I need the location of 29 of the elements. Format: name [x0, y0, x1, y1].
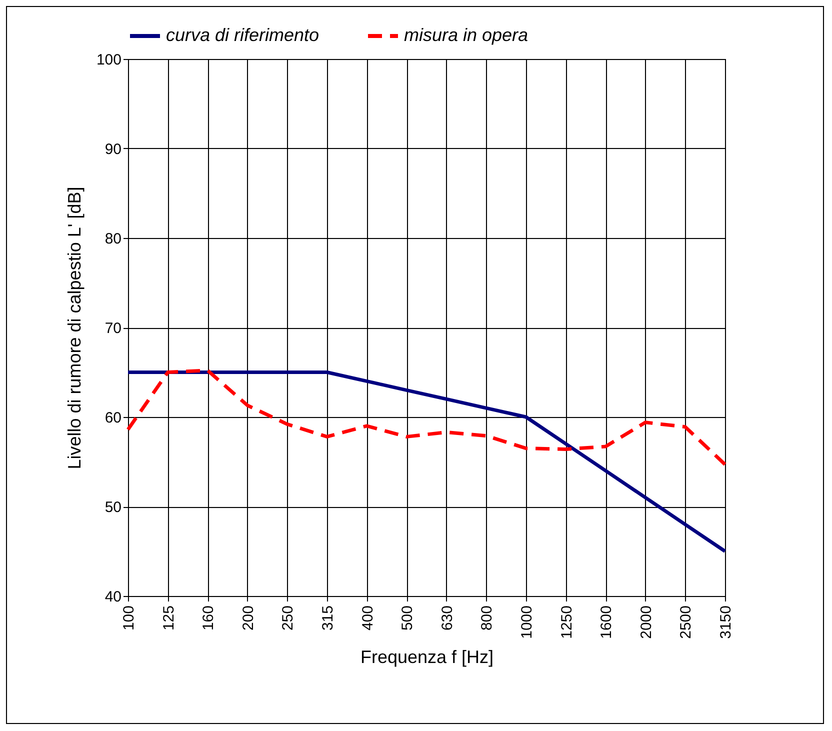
line-series: [126, 368, 727, 466]
x-tick-label: 250: [280, 606, 297, 631]
y-tick-label: 60: [104, 410, 122, 426]
x-tick-label: 2000: [638, 606, 655, 639]
legend-label: misura in opera: [404, 25, 528, 45]
y-tick-label: 70: [104, 320, 122, 337]
y-axis-title: Livello di rumore di calpestio L' [dB]: [64, 186, 84, 470]
x-tick-label: 125: [160, 606, 178, 631]
y-tick-label: 90: [104, 141, 122, 158]
x-tick-label: 1000: [518, 606, 536, 639]
legend-label: curva di riferimento: [166, 25, 320, 45]
y-tick-label: 100: [96, 52, 122, 68]
x-tick-label: 3150: [718, 606, 734, 639]
y-tick-label: 40: [104, 588, 122, 606]
x-tick-label: 100: [120, 606, 138, 631]
y-tick-label: 50: [104, 499, 122, 516]
x-tick-label: 200: [240, 606, 257, 631]
x-tick-label: 2500: [678, 606, 695, 639]
y-tick-label: 80: [104, 230, 122, 248]
x-axis-title: Frequenza f [Hz]: [360, 646, 494, 667]
x-tick-label: 160: [200, 606, 218, 631]
x-tick-label: 800: [478, 606, 496, 631]
x-tick-label: 500: [399, 606, 416, 631]
x-tick-label: 400: [359, 606, 376, 631]
x-tick-label: 315: [320, 606, 336, 631]
x-tick-label: 1600: [598, 606, 616, 639]
line-series: [126, 370, 727, 553]
x-tick-label: 630: [438, 606, 456, 631]
x-tick-label: 1250: [558, 606, 576, 639]
